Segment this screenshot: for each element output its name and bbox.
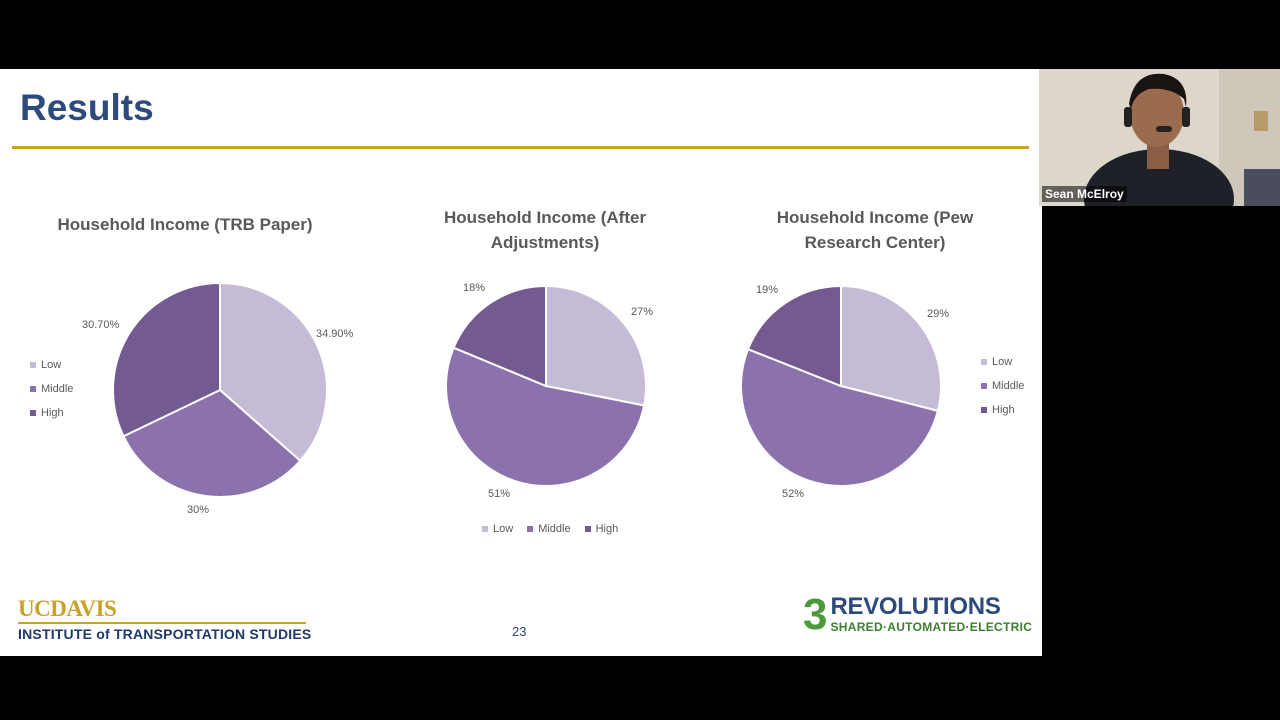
legend-swatch-low <box>981 359 987 365</box>
pie-slice-middle <box>445 346 646 487</box>
chart-2-label-low: 27% <box>631 306 654 318</box>
chart-2-title: Household Income (After Adjustments) <box>443 208 647 252</box>
chart-1-label-low: 34.90% <box>316 328 354 340</box>
chart-3-pie <box>740 284 942 487</box>
3revolutions-logo: 3 REVOLUTIONS SHARED·AUTOMATED·ELECTRIC <box>803 593 1032 637</box>
chart-1-legend: Low Middle High <box>30 357 73 429</box>
logo-divider <box>18 622 306 624</box>
presentation-slide: Results Household Income (TRB Paper) 34.… <box>0 69 1042 656</box>
chart-1-label-high: 30.70% <box>82 319 120 331</box>
chart-2-label-high: 18% <box>463 282 486 294</box>
legend-item-middle: Middle <box>30 381 73 397</box>
legend-swatch-high <box>30 410 36 416</box>
title-divider <box>12 146 1029 149</box>
its-wordmark: INSTITUTE of TRANSPORTATION STUDIES <box>18 626 312 642</box>
legend-label: Low <box>493 523 514 535</box>
legend-item-low: Low <box>981 354 1024 370</box>
chart-3-label-middle: 52% <box>782 488 805 500</box>
pie-slice-high <box>112 281 221 438</box>
legend-label: Low <box>992 356 1013 368</box>
legend-swatch-middle <box>981 383 987 389</box>
legend-swatch-low <box>30 362 36 368</box>
chart-1-title: Household Income (TRB Paper) <box>57 215 313 234</box>
pie-slice-middle <box>122 388 302 498</box>
ucdavis-its-logo: UCDAVIS INSTITUTE of TRANSPORTATION STUD… <box>18 597 311 642</box>
chart-2-label-middle: 51% <box>488 488 511 500</box>
pie-slice-low <box>219 281 328 463</box>
participant-video-feed <box>1039 69 1280 206</box>
participant-name-label: Sean McElroy <box>1042 186 1127 202</box>
legend-swatch-middle <box>30 386 36 392</box>
chart-3-title: Household Income (Pew Research Center) <box>776 208 974 252</box>
chart-1-label-middle: 30% <box>187 504 210 516</box>
legend-label: High <box>992 404 1015 416</box>
participant-video-tile[interactable]: Sean McElroy <box>1039 69 1280 206</box>
legend-label: Low <box>41 359 62 371</box>
chart-2-pie <box>445 284 647 487</box>
legend-swatch-low <box>482 526 488 532</box>
legend-item-high: High <box>584 521 619 537</box>
legend-item-high: High <box>981 402 1024 418</box>
slide-title: Results <box>20 87 154 128</box>
page-number: 23 <box>512 624 527 639</box>
pie-slice-high <box>746 284 842 388</box>
logo-title: REVOLUTIONS <box>830 593 1001 620</box>
legend-item-middle: Middle <box>981 378 1024 394</box>
legend-item-low: Low <box>482 521 513 537</box>
pie-slice-low <box>840 284 942 413</box>
legend-label: High <box>41 407 64 419</box>
legend-item-low: Low <box>30 357 73 373</box>
legend-item-high: High <box>30 405 73 421</box>
chart-1-pie <box>112 281 328 498</box>
legend-swatch-high <box>981 407 987 413</box>
legend-label: Middle <box>538 523 571 535</box>
logo-number: 3 <box>803 590 828 639</box>
ucdavis-wordmark: UCDAVIS <box>18 596 117 621</box>
legend-swatch-middle <box>527 526 534 532</box>
chart-3-label-low: 29% <box>927 308 950 320</box>
legend-label: High <box>595 523 619 535</box>
chart-3-legend: Low Middle High <box>981 354 1024 426</box>
pie-slice-low <box>545 284 647 407</box>
logo-tagline: SHARED·AUTOMATED·ELECTRIC <box>830 620 1033 634</box>
legend-item-middle: Middle <box>527 521 571 537</box>
legend-label: Middle <box>992 380 1025 392</box>
pie-slice-high <box>452 284 547 388</box>
legend-swatch-high <box>584 526 591 532</box>
chart-2-legend: Low Middle High <box>482 521 618 537</box>
pie-slice-middle <box>740 347 940 487</box>
legend-label: Middle <box>41 383 74 395</box>
chart-3-label-high: 19% <box>756 284 779 296</box>
